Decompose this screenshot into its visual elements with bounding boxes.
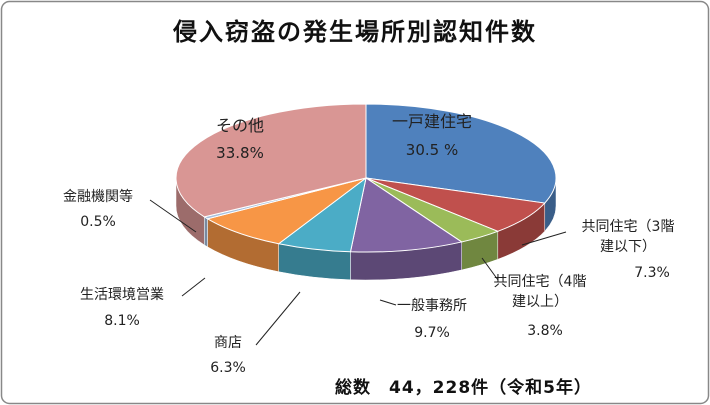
slice (365, 103, 557, 204)
slice-label: 共同住宅（4階建以上） (493, 274, 587, 310)
slice-label: 一戸建住宅 (391, 112, 473, 131)
slice-label: 商店 (214, 335, 242, 351)
value-label: 33.8% (216, 144, 264, 162)
slice (349, 177, 463, 253)
annotation: 総数 44，228件（令和5年） (335, 378, 592, 398)
slice-label: 金融機関等 (63, 189, 133, 205)
leader-line (149, 199, 197, 233)
slice-label: その他 (215, 116, 265, 135)
value-label: 7.3% (634, 265, 670, 281)
value-label: 9.7% (414, 325, 450, 341)
slice-label: 一般事務所 (397, 298, 467, 314)
chart-title: 侵入窃盗の発生場所別認知件数 (173, 18, 537, 46)
slice (175, 103, 367, 218)
leader-line (379, 299, 397, 306)
value-label: 3.8% (527, 323, 563, 339)
value-label: 6.3% (210, 360, 246, 376)
slice-side (204, 216, 208, 248)
value-label: 30.5 % (405, 141, 459, 159)
value-label: 8.1% (104, 313, 140, 329)
slice-label: 生活環境営業 (80, 287, 164, 303)
slice-label: 共同住宅（3階建以下） (581, 219, 675, 255)
value-label: 0.5% (80, 214, 116, 230)
leader-line (521, 231, 567, 246)
leader-line (255, 291, 301, 346)
leader-line (481, 257, 499, 281)
slice (206, 177, 367, 245)
leader-line (181, 277, 206, 297)
